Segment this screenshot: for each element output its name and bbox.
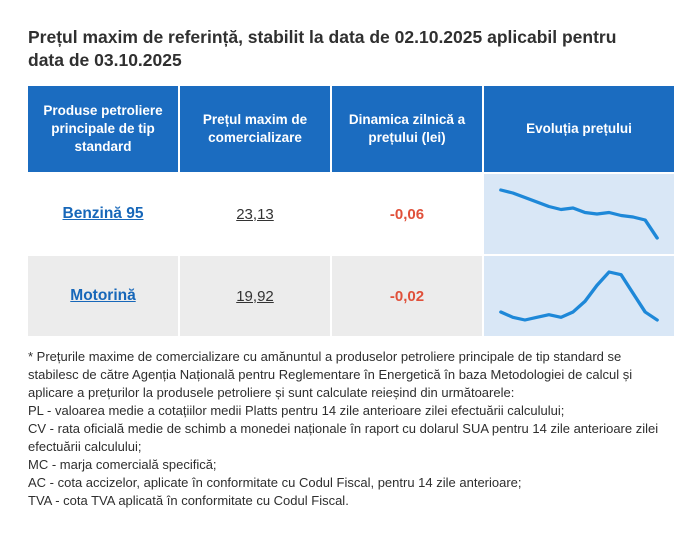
footnote-mc: MC - marja comercială specifică; <box>28 456 217 472</box>
table-row-motorina-sparkline-cell <box>484 256 674 337</box>
table-row-benzina-sparkline-cell <box>484 174 674 255</box>
benzina-95-sparkline-chart <box>499 188 659 240</box>
table-row-motorina-dynamic-cell: -0,02 <box>332 256 482 337</box>
column-header-daily-dynamic: Dinamica zilnică a prețului (lei) <box>332 86 482 173</box>
benzina-95-link[interactable]: Benzină 95 <box>62 205 144 223</box>
motorina-sparkline-chart <box>499 270 659 322</box>
fuel-price-table: Produse petroliere principale de tip sta… <box>28 86 674 337</box>
column-header-products: Produse petroliere principale de tip sta… <box>28 86 178 173</box>
footnote-pl: PL - valoarea medie a cotațiilor medii P… <box>28 403 565 418</box>
column-header-max-price: Prețul maxim de comercializare <box>180 86 330 173</box>
footnote-cv: CV - rata oficială medie de schimb a mon… <box>28 420 659 454</box>
table-row-benzina-product-cell: Benzină 95 <box>28 174 178 255</box>
motorina-daily-change: -0,02 <box>389 287 425 305</box>
footnote-intro: * Prețurile maxime de comercializare cu … <box>28 349 633 401</box>
benzina-95-daily-change: -0,06 <box>389 205 425 223</box>
table-row-motorina-price-cell: 19,92 <box>180 256 330 337</box>
motorina-link[interactable]: Motorină <box>70 287 136 305</box>
table-row-benzina-price-cell: 23,13 <box>180 174 330 255</box>
page: Prețul maxim de referință, stabilit la d… <box>28 27 674 509</box>
footnote-ac: AC - cota accizelor, aplicate în conform… <box>28 474 522 490</box>
footnote-tva: TVA - cota TVA aplicată în conformitate … <box>28 492 349 508</box>
motorina-price: 19,92 <box>236 287 274 305</box>
table-row-motorina-product-cell: Motorină <box>28 256 178 337</box>
benzina-95-price: 23,13 <box>236 205 274 223</box>
page-title: Prețul maxim de referință, stabilit la d… <box>28 27 617 71</box>
table-row-benzina-dynamic-cell: -0,06 <box>332 174 482 255</box>
footnote-block: * Prețurile maxime de comercializare cu … <box>28 348 672 509</box>
column-header-price-evolution: Evoluția prețului <box>484 86 674 173</box>
